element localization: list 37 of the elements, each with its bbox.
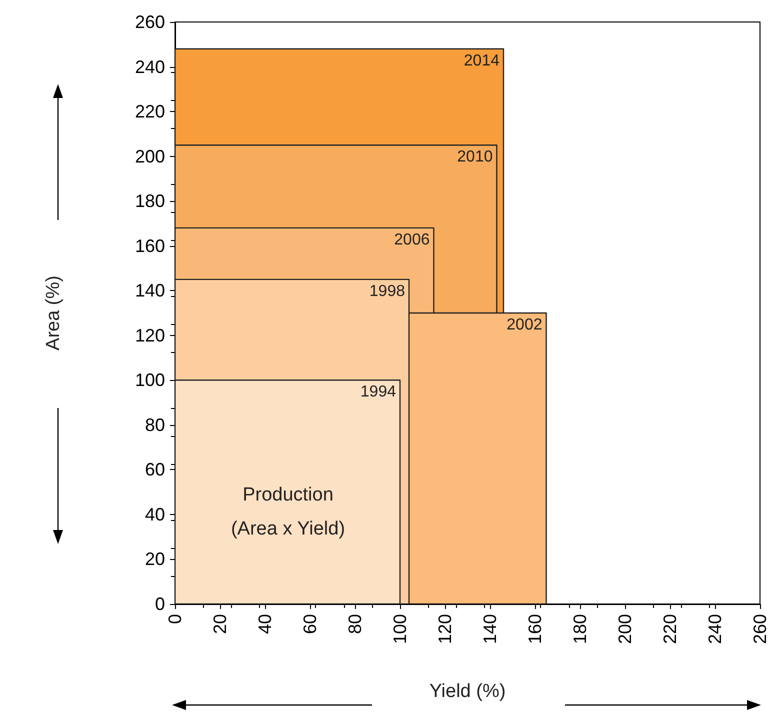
y-tick-label: 160 — [134, 236, 165, 256]
y-tick-label: 80 — [144, 414, 165, 435]
y-tick-label: 260 — [134, 12, 165, 32]
x-tick-label: 120 — [435, 614, 455, 644]
y-axis-title: Area (%) — [43, 276, 64, 350]
x-tick-label: 140 — [480, 614, 500, 644]
series-label: 1994 — [360, 384, 396, 401]
series-label: 2006 — [394, 231, 430, 248]
x-tick-label: 200 — [615, 614, 635, 644]
y-tick-label: 240 — [134, 56, 165, 77]
y-tick-label: 140 — [134, 280, 165, 301]
y-tick-label: 60 — [144, 460, 165, 480]
y-tick-label: 180 — [134, 191, 165, 212]
x-tick-label: 60 — [300, 614, 320, 634]
series-label: 1998 — [369, 282, 406, 300]
series-label: 2010 — [457, 148, 493, 166]
y-tick-label: 200 — [134, 146, 165, 166]
y-tick-label: 120 — [134, 325, 165, 346]
x-tick-label: 100 — [390, 614, 410, 644]
y-tick-label: 100 — [134, 370, 165, 390]
x-tick-label: 260 — [750, 614, 770, 644]
x-axis-title: Yield (%) — [429, 681, 506, 702]
y-tick-label: 0 — [154, 594, 165, 614]
series-label: 2002 — [506, 316, 542, 334]
x-tick-label: 80 — [345, 614, 365, 634]
x-tick-label: 180 — [570, 614, 590, 644]
series-label: 2014 — [464, 52, 500, 70]
x-tick-label: 0 — [165, 614, 185, 624]
y-tick-label: 20 — [144, 549, 165, 570]
x-tick-label: 40 — [255, 614, 275, 634]
x-tick-label: 20 — [210, 614, 230, 634]
y-tick-label: 40 — [144, 504, 165, 524]
x-tick-label: 220 — [660, 614, 680, 644]
x-tick-label: 160 — [525, 614, 545, 644]
y-tick-label: 220 — [134, 102, 165, 122]
x-tick-label: 240 — [705, 614, 725, 644]
annotation: Production (Area x Yield) — [230, 484, 346, 540]
